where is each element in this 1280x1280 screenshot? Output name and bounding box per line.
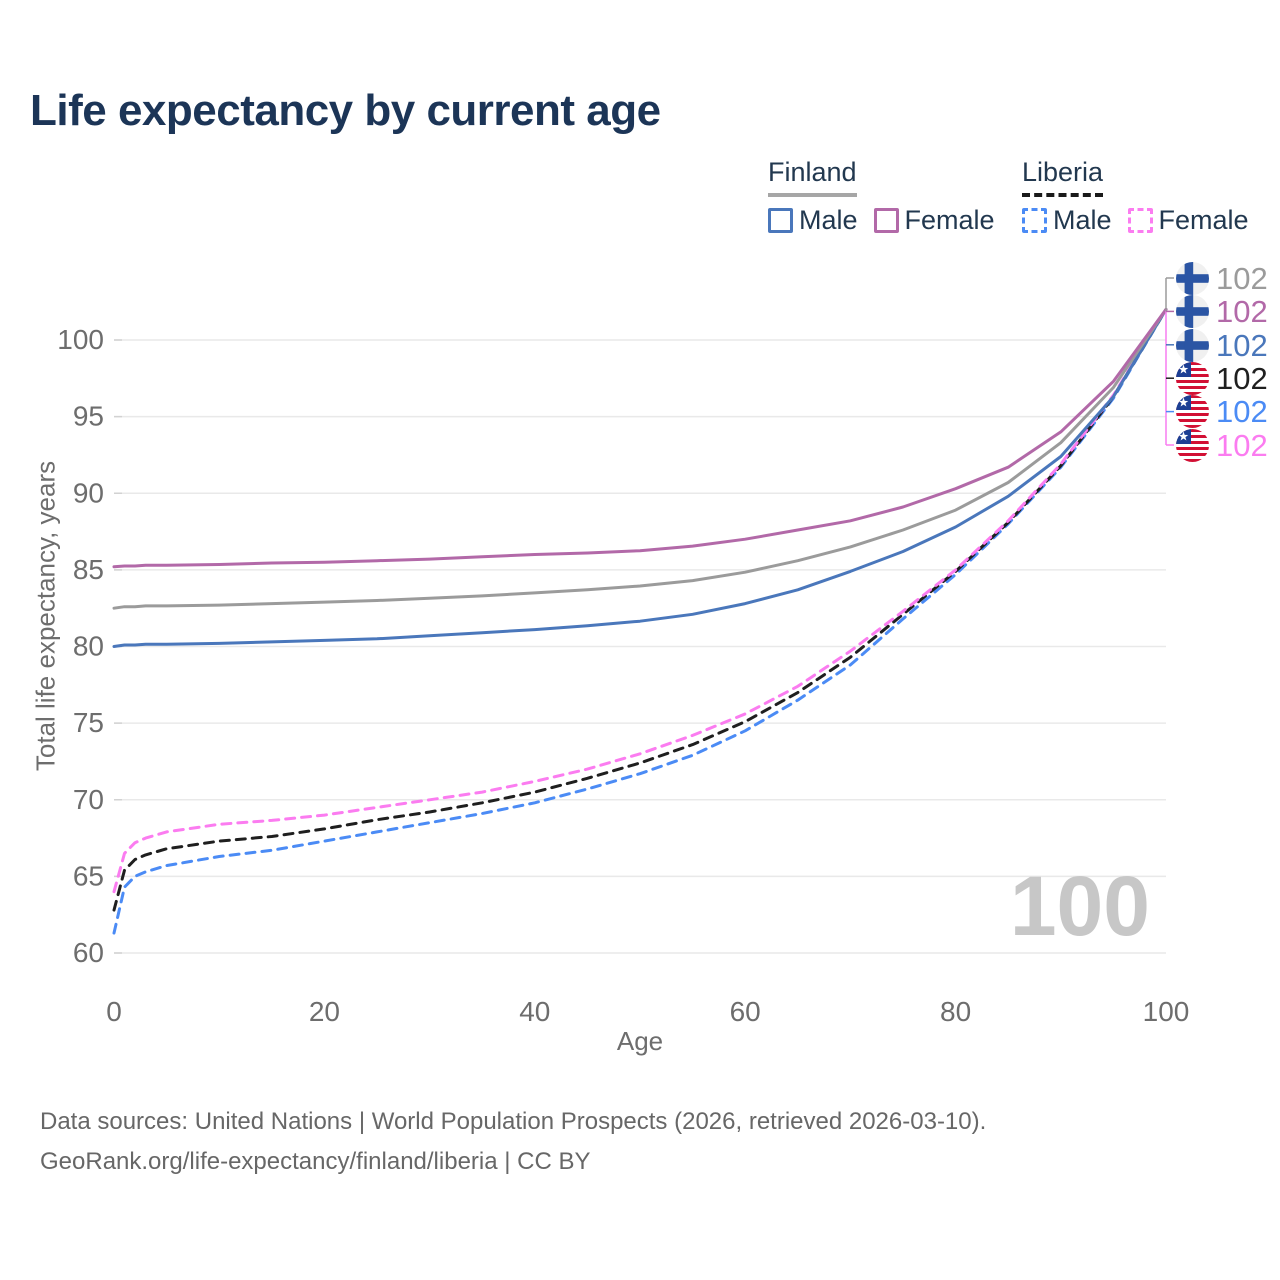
y-tick-label: 85 xyxy=(73,554,104,585)
legend-liberia-male[interactable]: Male xyxy=(1022,205,1112,236)
legend-liberia-male-label: Male xyxy=(1053,204,1112,235)
legend-finland-label[interactable]: Finland xyxy=(768,157,857,197)
finland-flag-icon xyxy=(1176,328,1209,362)
finland-female-swatch xyxy=(873,207,899,233)
x-tick-label: 80 xyxy=(940,996,971,1027)
finland-flag-icon xyxy=(1176,261,1209,295)
x-tick-label: 100 xyxy=(1143,996,1190,1027)
data-sources-note: Data sources: United Nations | World Pop… xyxy=(40,1108,987,1135)
current-age-watermark: 100 xyxy=(1009,859,1150,953)
end-value: 102 xyxy=(1216,427,1268,463)
series-line-finland[interactable] xyxy=(112,307,1168,610)
series-line-finland-male[interactable] xyxy=(112,307,1168,648)
liberia-flag-icon xyxy=(1176,394,1209,428)
legend-finland-female-label: Female xyxy=(904,204,995,235)
liberia-male-swatch xyxy=(1022,207,1047,233)
end-value: 102 xyxy=(1216,360,1268,396)
series-line-finland-female[interactable] xyxy=(112,307,1168,569)
legend-group-finland: Finland Male Female xyxy=(768,157,995,236)
end-value: 102 xyxy=(1216,293,1268,329)
y-tick-label: 90 xyxy=(73,477,104,508)
y-tick-label: 70 xyxy=(73,784,104,815)
finland-flag-icon xyxy=(1176,294,1209,328)
end-value: 102 xyxy=(1216,327,1268,363)
x-axis-title: Age xyxy=(616,1026,664,1056)
liberia-flag-icon xyxy=(1176,361,1209,395)
end-label-finland-female: 102 xyxy=(1176,294,1268,328)
end-value: 102 xyxy=(1216,260,1268,296)
legend-finland-male-label: Male xyxy=(799,204,858,235)
x-tick-label: 40 xyxy=(519,996,550,1027)
end-label-liberia-total: 102 xyxy=(1176,361,1268,395)
y-tick-label: 100 xyxy=(57,324,104,355)
liberia-female-swatch xyxy=(1127,207,1153,233)
x-tick-label: 0 xyxy=(106,996,122,1027)
legend-liberia-label[interactable]: Liberia xyxy=(1022,157,1104,197)
y-tick-label: 60 xyxy=(73,937,104,968)
finland-male-swatch xyxy=(768,207,793,233)
end-label-finland-male: 102 xyxy=(1176,328,1268,362)
legend-group-liberia: Liberia Male Female xyxy=(1022,157,1249,236)
x-tick-label: 60 xyxy=(730,996,761,1027)
legend-liberia-female[interactable]: Female xyxy=(1127,204,1249,236)
y-tick-label: 65 xyxy=(73,860,104,891)
legend-finland-female[interactable]: Female xyxy=(873,204,995,236)
x-tick-label: 20 xyxy=(309,996,340,1027)
page-title: Life expectancy by current age xyxy=(30,86,661,135)
legend-finland-male[interactable]: Male xyxy=(768,205,858,236)
series-line-liberia[interactable] xyxy=(112,307,1168,912)
attribution-note: GeoRank.org/life-expectancy/finland/libe… xyxy=(40,1148,591,1175)
liberia-flag-icon xyxy=(1176,428,1209,462)
y-tick-label: 75 xyxy=(73,707,104,738)
y-tick-label: 80 xyxy=(73,631,104,662)
end-label-liberia-male: 102 xyxy=(1176,394,1268,428)
series-line-liberia-female[interactable] xyxy=(112,307,1168,894)
series-line-liberia-male[interactable] xyxy=(112,307,1168,935)
end-label-liberia-female: 102 xyxy=(1176,428,1268,462)
end-label-finland-total: 102 xyxy=(1176,261,1268,295)
legend-liberia-female-label: Female xyxy=(1158,204,1249,235)
y-axis-title: Total life expectancy, years xyxy=(30,460,61,772)
end-value: 102 xyxy=(1216,393,1268,429)
y-tick-label: 95 xyxy=(73,401,104,432)
